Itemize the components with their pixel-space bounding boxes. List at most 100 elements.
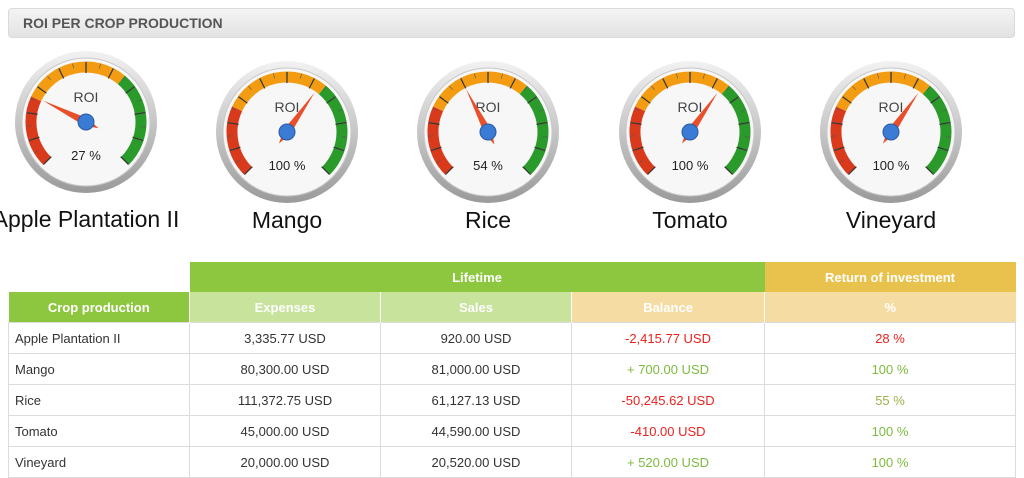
table-row: Vineyard 20,000.00 USD 20,520.00 USD + 520.…	[8, 446, 1017, 478]
gauge-minor-tick	[904, 73, 906, 79]
gauge-minor-tick	[72, 63, 74, 69]
gauge-minor-tick	[248, 85, 252, 91]
gauge-tick	[238, 96, 248, 104]
sales-cell: 920.00 USD	[380, 322, 572, 354]
gauge-band	[519, 85, 549, 175]
gauge-tick	[430, 146, 442, 152]
gauge-label: Apple Plantation II	[0, 206, 180, 232]
gauge-minor-tick	[641, 96, 646, 100]
gauge-minor-tick	[941, 109, 947, 112]
gauge-hub	[681, 123, 699, 141]
gauge-tick	[831, 122, 843, 125]
gauge-minor-tick	[852, 85, 856, 91]
gauge-tick	[736, 146, 748, 152]
gauge-minor-tick	[501, 73, 503, 79]
gauge-minor-tick	[542, 122, 548, 125]
gauge-minor-tick	[430, 148, 436, 151]
gauges-row: ROI 27 % Apple Plantation II ROI 100 % Man…	[0, 40, 1024, 260]
gauge-minor-tick	[341, 122, 347, 125]
sales-cell: 81,000.00 USD	[380, 353, 572, 385]
gauge-tick	[326, 96, 336, 104]
roi-percent-cell: 100 %	[764, 415, 1017, 447]
gauge-tick	[28, 136, 40, 142]
gauge-tick	[647, 166, 656, 175]
gauge-minor-tick	[331, 96, 337, 101]
gauge-value-text: 54 %	[473, 158, 503, 173]
gauge-value-text: 100 %	[873, 158, 910, 173]
gauge-minor-tick	[111, 68, 114, 74]
gauge-minor-tick	[26, 111, 32, 114]
gauge-minor-tick	[130, 86, 136, 91]
sales-cell: 61,127.13 USD	[380, 384, 572, 416]
gauge-minor-tick	[238, 96, 243, 100]
gauge-mango: ROI 100 % Mango	[215, 60, 415, 260]
expenses-cell: 20,000.00 USD	[189, 446, 381, 478]
gauge-minor-tick	[513, 78, 516, 84]
balance-cell: + 520.00 USD	[570, 446, 766, 478]
gauge-tick	[925, 166, 934, 175]
gauge-tick	[132, 136, 144, 142]
gauge-minor-tick	[273, 73, 275, 79]
expenses-cell: 45,000.00 USD	[189, 415, 381, 447]
gauge-tick	[333, 146, 345, 152]
gauge-tomato: ROI 100 % Tomato	[618, 60, 818, 260]
gauge-dial: ROI 27 %	[15, 51, 157, 193]
roi-percent-cell: 55 %	[764, 384, 1017, 416]
gauge-value-text: 100 %	[269, 158, 306, 173]
gauge-minor-tick	[715, 78, 718, 84]
gauge-tick	[26, 112, 38, 115]
gauge-minor-tick	[532, 96, 538, 101]
table-column-header: Crop production Expenses Sales Balance %	[8, 292, 1016, 323]
gauge-dial: ROI 100 %	[619, 61, 761, 203]
gauge-minor-tick	[863, 78, 867, 83]
gauge-minor-tick	[428, 121, 434, 124]
percent-column-header: %	[764, 292, 1016, 323]
gauge-tick	[536, 122, 548, 125]
gauge-minor-tick	[676, 73, 678, 79]
gauge-minor-tick	[877, 73, 879, 79]
gauge-tick	[229, 146, 241, 152]
section-header: ROI PER CROP PRODUCTION	[8, 8, 1015, 38]
gauge-minor-tick	[662, 78, 666, 83]
gauge-minor-tick	[58, 68, 62, 73]
gauge-band	[117, 75, 147, 165]
gauge-minor-tick	[99, 63, 101, 69]
gauge-minor-tick	[460, 78, 464, 83]
gauge-tick	[335, 122, 347, 125]
sales-column-header: Sales	[380, 292, 572, 323]
gauge-minor-tick	[634, 108, 640, 111]
expenses-cell: 80,300.00 USD	[189, 353, 381, 385]
gauge-minor-tick	[926, 86, 931, 91]
gauge-label: Tomato	[652, 207, 728, 233]
expenses-cell: 111,372.75 USD	[189, 384, 381, 416]
gauge-minor-tick	[439, 96, 444, 100]
gauge-dial: ROI 100 %	[820, 61, 962, 203]
gauge-band	[721, 85, 751, 175]
gauge-tick	[842, 96, 852, 104]
expenses-cell: 3,335.77 USD	[189, 322, 381, 354]
roi-percent-cell: 100 %	[764, 353, 1017, 385]
roi-table: Lifetime Return of investment Crop produ…	[8, 262, 1017, 478]
gauge-tick	[738, 122, 750, 125]
gauge-band	[318, 85, 348, 175]
gauge-band	[226, 106, 253, 175]
gauge-tick	[37, 86, 47, 94]
gauge-tick	[711, 78, 718, 89]
gauge-minor-tick	[734, 96, 740, 101]
gauge-minor-tick	[538, 109, 544, 112]
gauge-minor-tick	[339, 149, 344, 152]
gauge-minor-tick	[703, 73, 705, 79]
balance-cell: -50,245.62 USD	[570, 384, 766, 416]
gauge-tick	[527, 96, 537, 104]
gauge-tick	[445, 166, 454, 175]
gauge-tick	[120, 156, 129, 165]
gauge-tick	[848, 166, 857, 175]
gauge-minor-tick	[449, 85, 453, 91]
gauge-minor-tick	[725, 86, 730, 91]
gauge-hub	[882, 123, 900, 141]
gauge-label: Vineyard	[845, 207, 937, 233]
gauge-minor-tick	[138, 139, 143, 142]
balance-cell: -410.00 USD	[570, 415, 766, 447]
gauge-minor-tick	[30, 98, 36, 101]
expenses-column-header: Expenses	[189, 292, 381, 323]
